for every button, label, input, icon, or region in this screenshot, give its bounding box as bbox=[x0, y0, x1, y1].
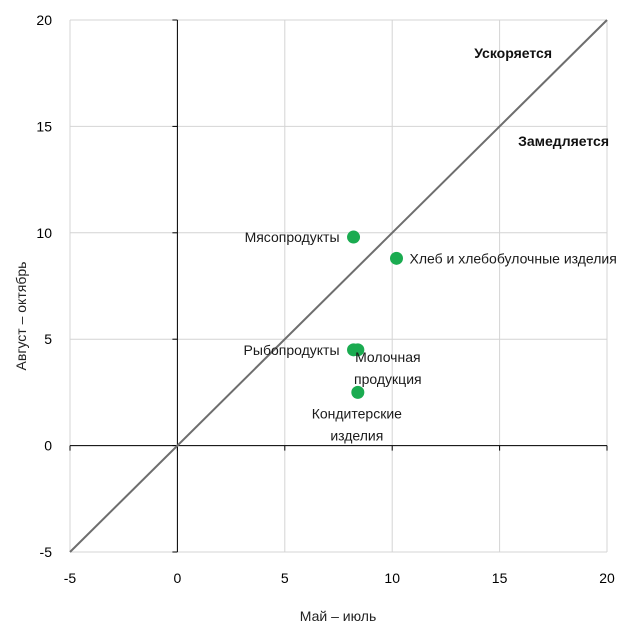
point-label: Хлеб и хлебобулочные изделия bbox=[409, 250, 616, 266]
x-tick-label: 5 bbox=[281, 570, 289, 586]
y-axis-title: Август – октябрь bbox=[13, 262, 29, 371]
x-tick-labels: -5 0 5 10 15 20 bbox=[64, 570, 615, 586]
y-tick-label: 10 bbox=[36, 225, 52, 241]
data-points bbox=[347, 230, 403, 399]
point-label: Молочная продукция bbox=[354, 349, 422, 387]
y-tick-label: 0 bbox=[44, 438, 52, 454]
diagonal-reference bbox=[69, 19, 608, 553]
x-tick-label: 20 bbox=[599, 570, 615, 586]
data-point bbox=[347, 230, 361, 244]
point-label: Рыбопродукты bbox=[244, 342, 340, 358]
data-point bbox=[351, 385, 365, 399]
grid bbox=[69, 19, 608, 553]
diagonal-line bbox=[69, 19, 608, 553]
point-label: Мясопродукты bbox=[245, 229, 340, 245]
y-tick-label: -5 bbox=[40, 544, 53, 560]
point-label: Кондитерские изделия bbox=[312, 405, 402, 443]
region-annotation: Замедляется bbox=[518, 133, 609, 149]
data-point bbox=[351, 343, 365, 357]
x-tick-label: 0 bbox=[174, 570, 182, 586]
data-point bbox=[389, 251, 403, 265]
x-tick-label: 10 bbox=[384, 570, 400, 586]
point-labels: Мясопродукты Хлеб и хлебобулочные изделия… bbox=[244, 229, 617, 443]
x-tick-label: -5 bbox=[64, 570, 77, 586]
x-tick-label: 15 bbox=[492, 570, 508, 586]
x-axis-title: Май – июль bbox=[300, 608, 376, 624]
y-tick-label: 5 bbox=[44, 331, 52, 347]
annotations: Ускоряется Замедляется bbox=[474, 45, 609, 149]
y-tick-labels: -5 0 5 10 15 20 bbox=[36, 12, 52, 560]
region-annotation: Ускоряется bbox=[474, 45, 552, 61]
y-tick-label: 15 bbox=[36, 118, 52, 134]
y-tick-label: 20 bbox=[36, 12, 52, 28]
